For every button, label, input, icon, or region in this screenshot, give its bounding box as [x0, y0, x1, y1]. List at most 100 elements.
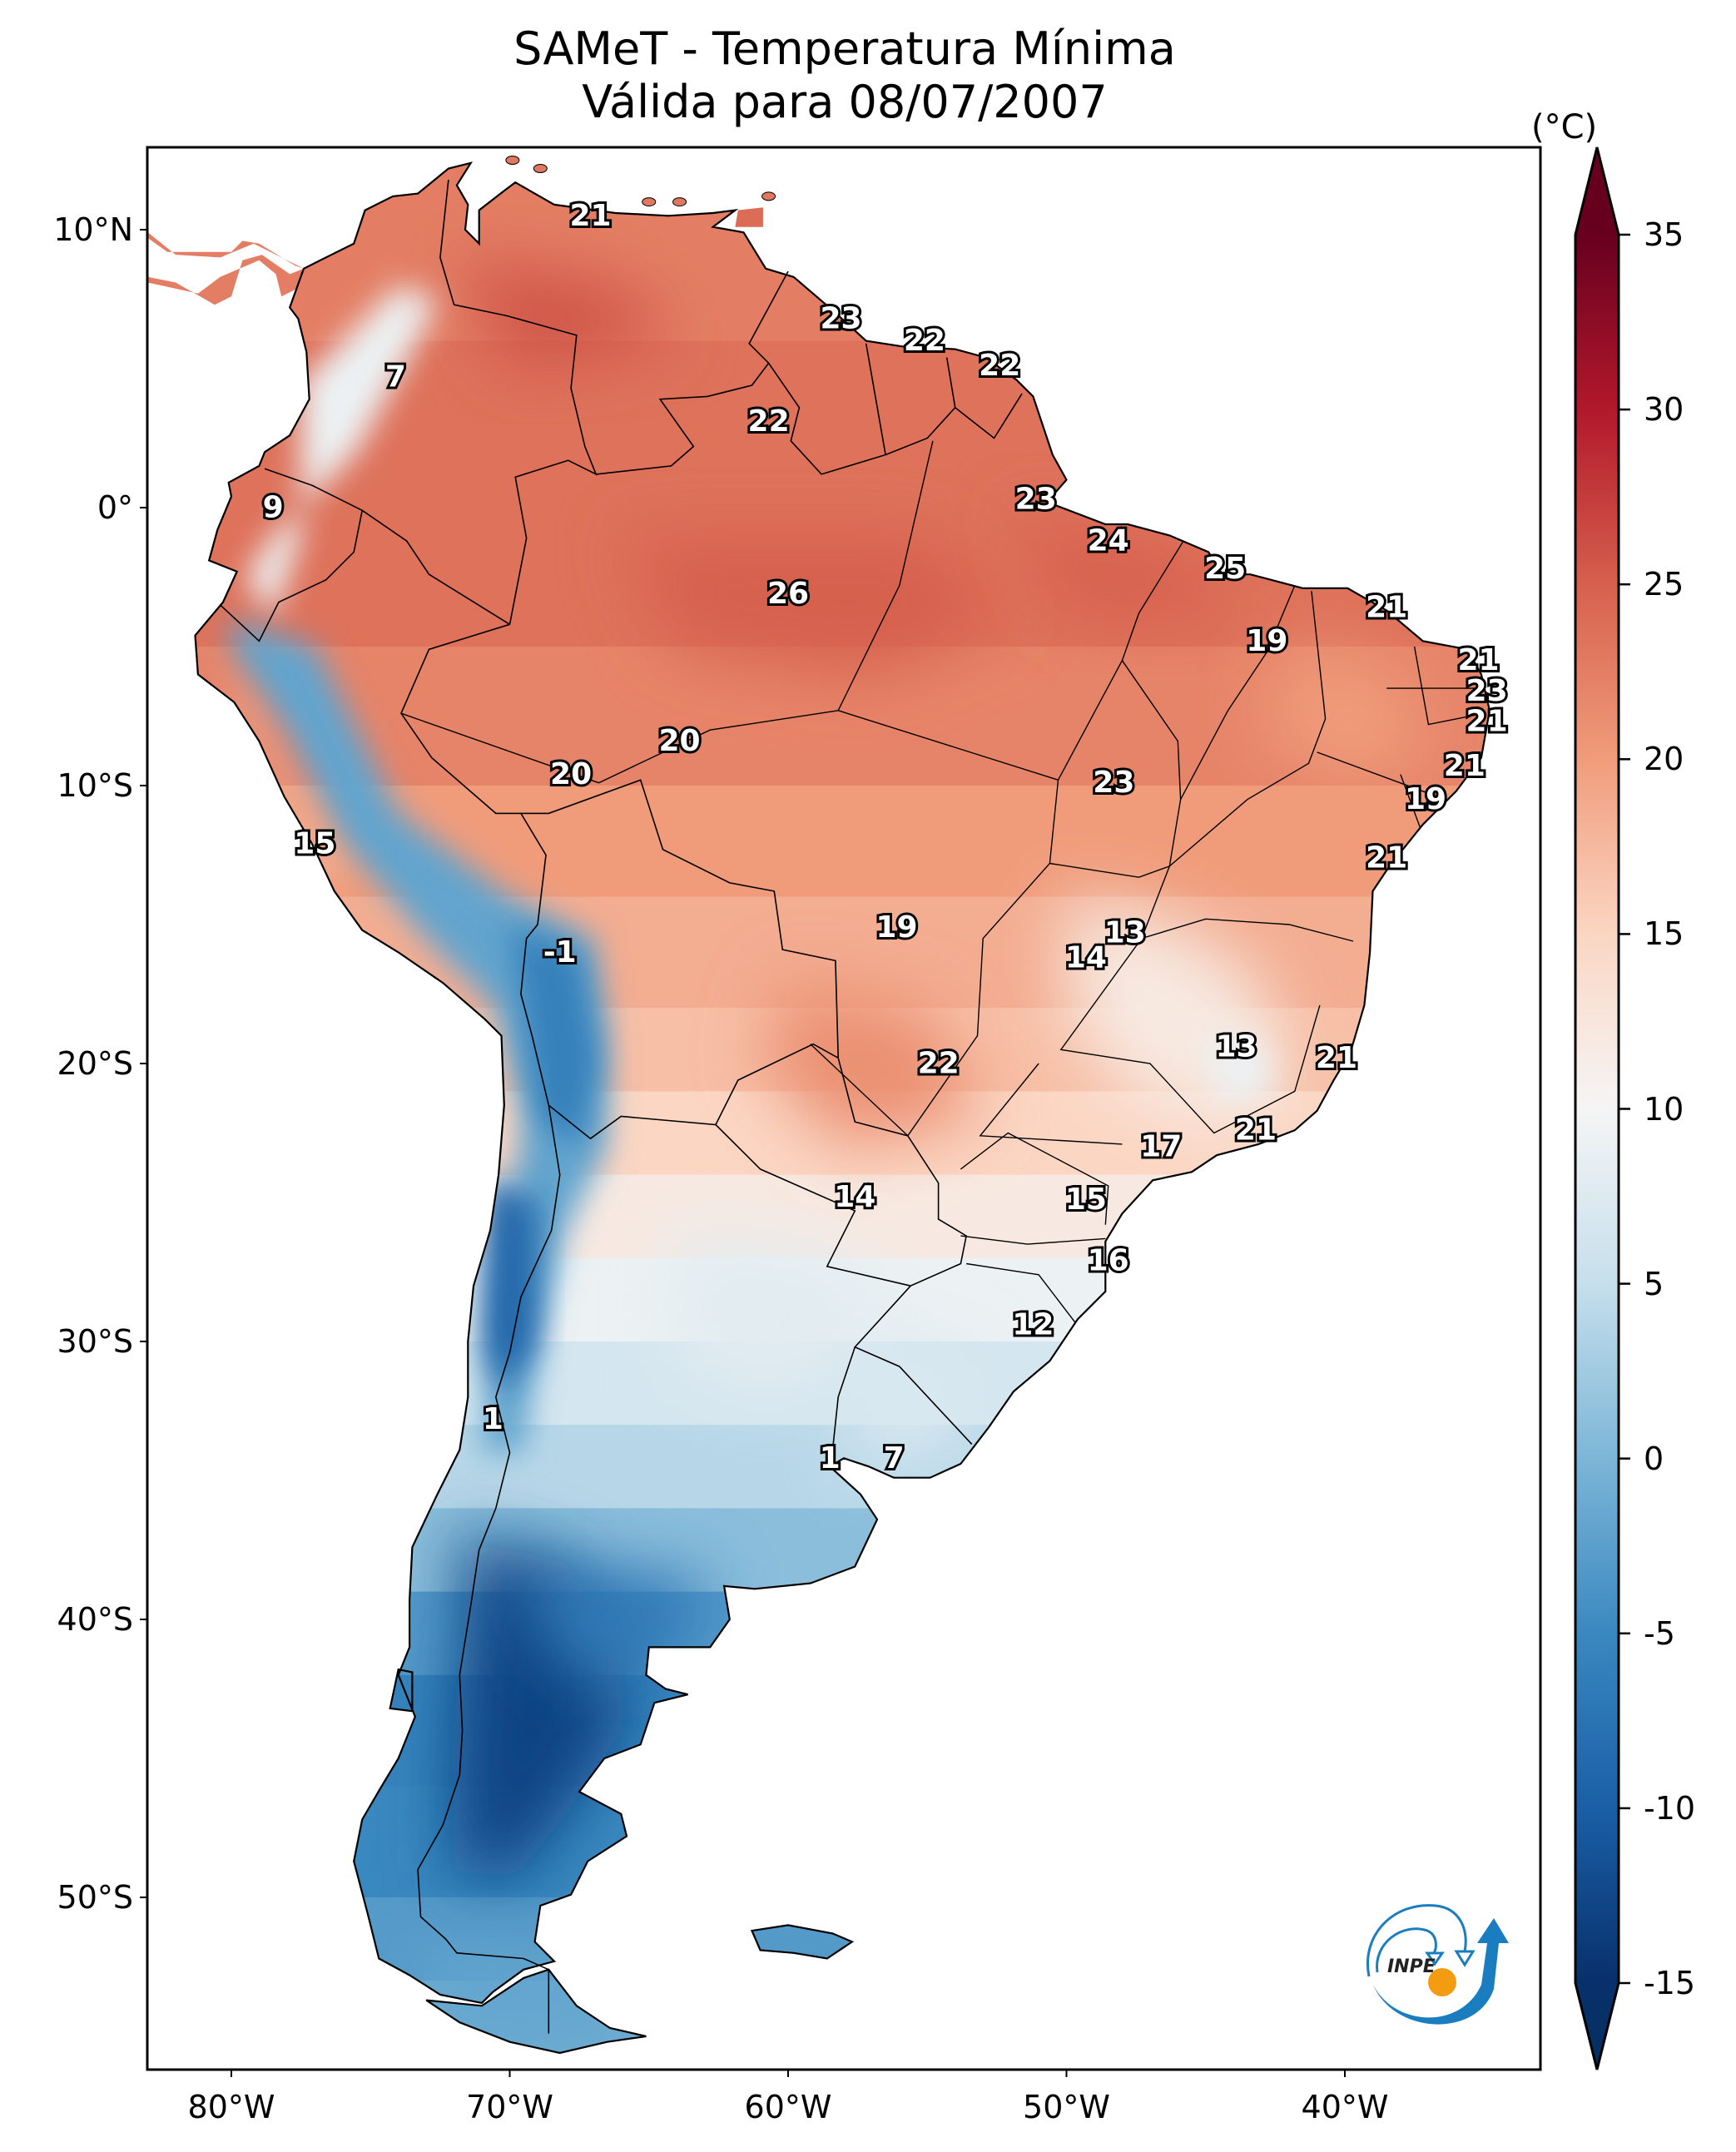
colorbar-tick-label: -10 [1644, 1789, 1696, 1827]
country-borders [220, 179, 1485, 2034]
temperature-field [147, 162, 1490, 2053]
state-border-line [598, 710, 839, 784]
station-value-label: 23 [821, 301, 862, 335]
lon-tick-label: 60°W [744, 2089, 832, 2125]
coastline [194, 161, 1491, 2055]
station-value-label: 21 [1235, 1113, 1277, 1148]
station-value-label: 19 [875, 910, 917, 945]
station-value-label: 21 [1444, 749, 1486, 783]
state-border-line [1317, 751, 1446, 801]
station-value-label: 21 [1366, 591, 1407, 625]
state-border-line [1413, 646, 1485, 726]
state-border-line [1400, 774, 1421, 828]
border-line [955, 393, 1023, 439]
border-line [361, 509, 510, 625]
field-anomaly [621, 535, 1011, 675]
station-value-label: 23 [1093, 766, 1134, 800]
field-anomaly [245, 285, 440, 619]
field-band [147, 1425, 1490, 1510]
lon-ticks [231, 2070, 1346, 2077]
island [761, 191, 776, 201]
station-value-label: 13 [1104, 916, 1146, 950]
islands [505, 156, 776, 227]
lat-tick-label: 30°S [57, 1323, 133, 1360]
station-value-label: 21 [1316, 1041, 1357, 1075]
state-border-line [979, 1063, 1123, 1145]
lat-tick-label: 0° [97, 489, 133, 526]
field-band [147, 1981, 1490, 2053]
station-value-label: 9 [263, 491, 284, 525]
field-anomaly [843, 1341, 970, 1467]
colorbar-tick-label: 5 [1644, 1265, 1664, 1302]
colorbar-tick-label: 20 [1644, 741, 1684, 778]
station-value-label: 20 [550, 757, 592, 791]
lat-tick-label: 40°S [57, 1601, 133, 1638]
chart-subtitle: Válida para 08/07/2007 [582, 76, 1108, 128]
field-anomaly [760, 979, 984, 1148]
colorbar-ticks [1619, 233, 1630, 1985]
station-value-label: 14 [1065, 941, 1107, 975]
state-border-line [1059, 938, 1321, 1134]
island [642, 197, 657, 207]
border-line [837, 1058, 973, 1445]
station-value-label: 13 [1215, 1029, 1257, 1064]
colorbar [1574, 146, 1630, 2070]
inpe-logo: INPE [1366, 1904, 1509, 2025]
station-value-label: 23 [1466, 674, 1508, 708]
station-value-label: 15 [1065, 1183, 1107, 1217]
logo-sun [1428, 1968, 1456, 1996]
border-line [439, 179, 598, 625]
island [533, 164, 548, 174]
state-border-line [1057, 540, 1184, 781]
station-value-label: 15 [294, 827, 335, 861]
field-band [147, 1897, 1490, 1982]
logo-swirl-inner [1376, 1927, 1437, 1973]
station-value-label: 1 [483, 1402, 503, 1436]
station-value-label: 25 [1204, 552, 1246, 586]
station-value-label: 22 [918, 1047, 960, 1081]
station-value-label: 21 [1458, 643, 1500, 677]
colorbar-tick-label: 30 [1644, 391, 1684, 429]
state-border-line [400, 712, 599, 784]
border-line [220, 468, 364, 642]
state-border-line [1140, 865, 1354, 942]
station-value-label: 7 [884, 1441, 905, 1475]
station-value-label: 22 [904, 324, 945, 358]
field-anomaly [1205, 1035, 1276, 1106]
field-anomaly [203, 647, 343, 883]
station-value-label: 16 [1088, 1244, 1129, 1278]
logo-swirl-outer [1366, 1904, 1467, 1977]
island [505, 156, 520, 165]
colorbar-tick-label: -5 [1644, 1614, 1675, 1652]
lat-tick-label: 10°S [57, 767, 133, 804]
station-value-label: 14 [834, 1180, 875, 1214]
colorbar-tick-label: 10 [1644, 1090, 1684, 1128]
colorbar-tick-label: 0 [1644, 1440, 1664, 1477]
station-value-label: 26 [767, 577, 809, 611]
state-border-line [1049, 660, 1182, 878]
logo-text: INPE [1387, 1956, 1436, 1977]
station-value-label: 21 [1466, 705, 1508, 739]
state-border-line [837, 440, 934, 712]
field-band [147, 1674, 1490, 1788]
border-line [715, 1123, 911, 1287]
field-anomaly [454, 257, 677, 369]
border-line [831, 1346, 856, 1450]
map-frame [146, 146, 1542, 2071]
colorbar-body [1574, 146, 1620, 2070]
station-value-label: 21 [569, 199, 611, 233]
island [672, 197, 687, 207]
station-value-label: 21 [1366, 840, 1407, 875]
colorbar-tick-label: 25 [1644, 566, 1684, 603]
lon-tick-label: 40°W [1301, 2089, 1389, 2125]
station-value-label: 23 [1015, 482, 1057, 516]
field-band [147, 1591, 1490, 1676]
state-border-line [810, 1044, 909, 1137]
station-value-label: 19 [1246, 624, 1287, 658]
field-band [147, 1786, 1490, 1898]
station-value-label: 19 [1405, 782, 1446, 816]
field-anomaly [1261, 647, 1429, 786]
logo-arrowheads [1425, 1950, 1476, 1967]
island-trinidad [735, 207, 763, 227]
